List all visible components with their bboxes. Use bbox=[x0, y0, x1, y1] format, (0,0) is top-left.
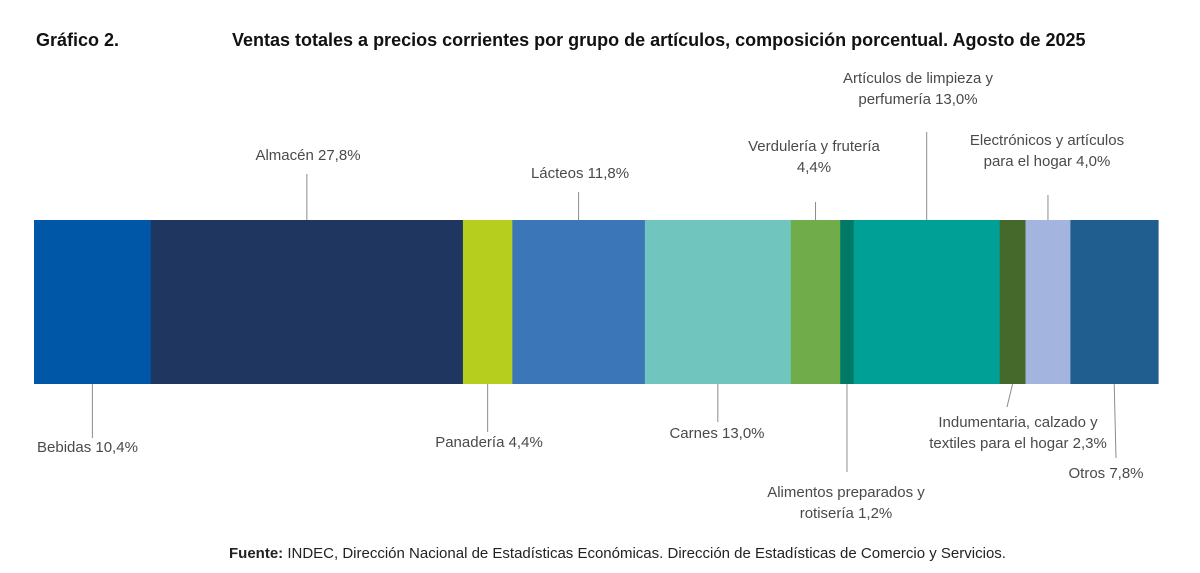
segment-label-7: Alimentos preparados y rotisería 1,2% bbox=[767, 484, 925, 522]
bar-segment-1 bbox=[34, 220, 152, 384]
bar-segment-7 bbox=[840, 220, 855, 384]
bar-segment-9 bbox=[999, 220, 1027, 384]
segment-label-1: Bebidas 10,4% bbox=[37, 439, 138, 456]
segment-label-3: Panadería 4,4% bbox=[435, 434, 543, 451]
bar-segment-2 bbox=[150, 220, 464, 384]
stacked-bar-chart: Bebidas 10,4% Almacén 27,8% Panadería 4,4%… bbox=[34, 70, 1159, 522]
segment-label-6: Verdulería y frutería 4,4% bbox=[748, 138, 880, 176]
segment-label-2: Almacén 27,8% bbox=[255, 147, 360, 164]
source-label: Fuente: bbox=[229, 545, 284, 562]
leader-line-9 bbox=[1006, 383, 1014, 408]
bar-segment-3 bbox=[462, 220, 513, 384]
bar-segment-8 bbox=[853, 220, 1001, 384]
source-text: INDEC, Dirección Nacional de Estadística… bbox=[283, 545, 1006, 562]
bar-segment-4 bbox=[512, 220, 646, 384]
leader-line-11 bbox=[1113, 383, 1117, 459]
bar-segment-11 bbox=[1070, 220, 1159, 384]
bar-segment-6 bbox=[790, 220, 841, 384]
bar-segment-5 bbox=[644, 220, 792, 384]
source-note: Fuente: INDEC, Dirección Nacional de Est… bbox=[229, 545, 1006, 562]
segment-label-9: Indumentaria, calzado y textiles para el … bbox=[929, 414, 1107, 452]
bar-segment-10 bbox=[1025, 220, 1072, 384]
segment-label-11: Otros 7,8% bbox=[1068, 465, 1143, 482]
chart-title: Ventas totales a precios corrientes por … bbox=[232, 30, 1086, 50]
segment-label-5: Carnes 13,0% bbox=[669, 425, 764, 442]
segment-label-4: Lácteos 11,8% bbox=[531, 165, 629, 182]
segment-label-10: Electrónicos y artículos para el hogar 4,… bbox=[970, 132, 1124, 170]
segment-label-8: Artículos de limpieza y perfumería 13,0% bbox=[843, 70, 994, 108]
figure-number: Gráfico 2. bbox=[36, 30, 120, 50]
